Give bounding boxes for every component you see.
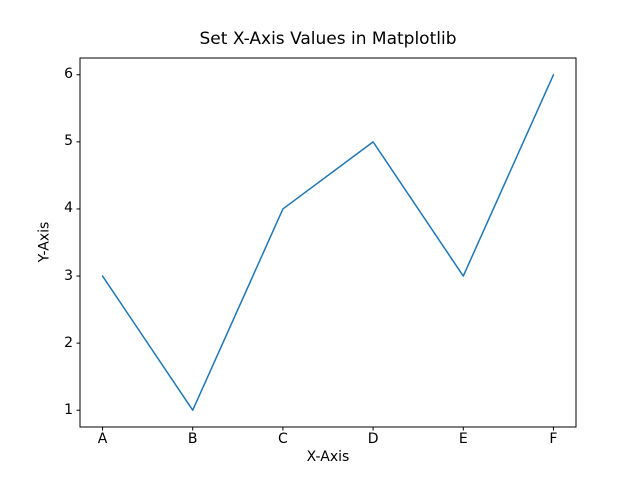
x-tick-label: E xyxy=(458,431,468,447)
x-tick-label: F xyxy=(549,431,558,447)
y-tick-label: 2 xyxy=(64,334,73,351)
y-tick-label: 3 xyxy=(64,267,73,284)
x-tick-label: A xyxy=(97,431,108,447)
y-tick-label: 5 xyxy=(64,133,73,150)
y-tick-label: 4 xyxy=(64,200,73,217)
x-tick-label: B xyxy=(187,431,198,447)
x-tick-label: C xyxy=(278,431,288,447)
x-tick-label: D xyxy=(367,431,379,447)
y-tick-label: 6 xyxy=(64,66,73,83)
y-tick-label: 1 xyxy=(64,401,73,418)
chart-title: Set X-Axis Values in Matplotlib xyxy=(199,29,457,49)
plot-area xyxy=(79,57,577,428)
x-axis-label: X-Axis xyxy=(306,449,350,465)
data-line xyxy=(101,74,555,411)
